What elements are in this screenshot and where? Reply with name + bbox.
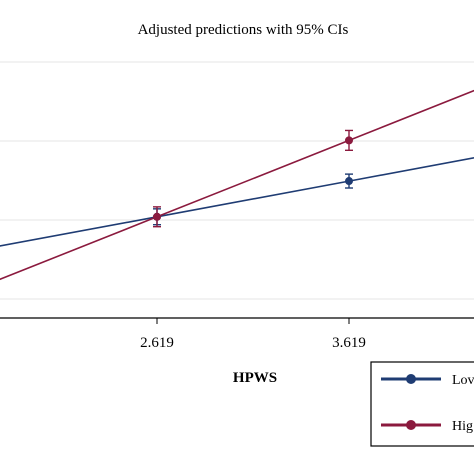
series-line bbox=[0, 156, 474, 247]
series-lines bbox=[0, 89, 474, 281]
legend-label: Lov bbox=[452, 373, 474, 388]
grid-lines bbox=[0, 61, 474, 300]
legend: Lov Hig bbox=[370, 361, 474, 447]
legend-box bbox=[370, 361, 474, 447]
series-line bbox=[0, 89, 474, 281]
chart-title: Adjusted predictions with 95% CIs bbox=[138, 22, 349, 38]
legend-marker bbox=[406, 420, 416, 430]
legend-marker bbox=[406, 374, 416, 384]
data-point bbox=[153, 212, 161, 221]
data-point bbox=[345, 177, 353, 186]
data-points bbox=[153, 136, 353, 221]
x-tick-label: 3.619 bbox=[332, 335, 366, 351]
data-point bbox=[345, 136, 353, 145]
x-axis-label: HPWS bbox=[233, 370, 277, 386]
x-axis-ticks: 2.619 3.619 bbox=[140, 318, 366, 351]
x-tick-label: 2.619 bbox=[140, 335, 174, 351]
legend-label: Hig bbox=[452, 419, 473, 434]
